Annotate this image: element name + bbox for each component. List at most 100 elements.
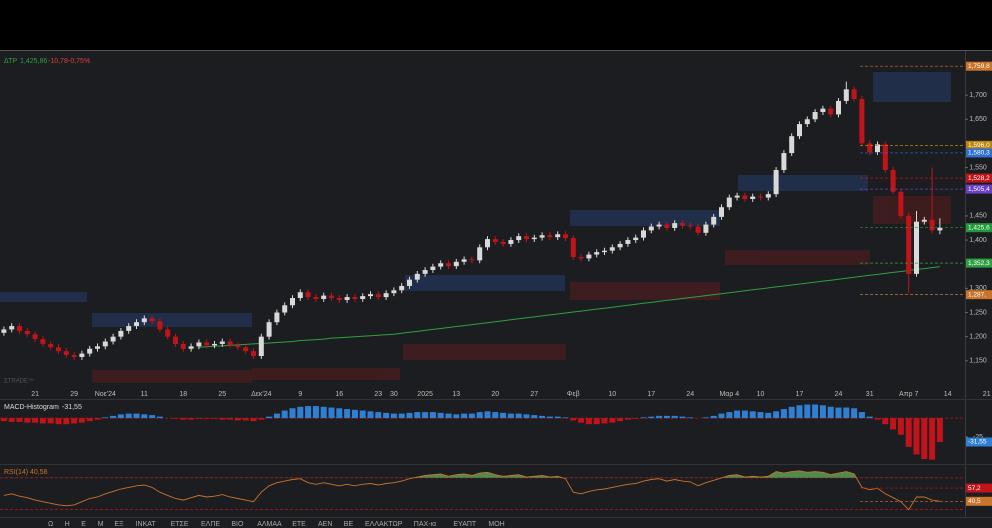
- toolbar-item[interactable]: INKAT: [136, 521, 157, 528]
- toolbar-item[interactable]: ΕΤΕ: [292, 521, 306, 528]
- x-tick-label: 25: [218, 391, 226, 398]
- toolbar-item[interactable]: ΕΞ: [114, 521, 124, 528]
- histogram-bar: [328, 407, 335, 419]
- toolbar-item[interactable]: ΑΕΝ: [318, 521, 332, 528]
- toolbar-item[interactable]: ΕΤΣΕ: [171, 521, 189, 528]
- candle-body: [703, 224, 709, 233]
- candle-body: [297, 292, 303, 299]
- histogram-bar: [227, 418, 234, 420]
- histogram-bar: [539, 415, 546, 419]
- candle-body: [711, 216, 717, 225]
- histogram-bar: [273, 413, 280, 419]
- y-tick-label: 1,300: [969, 285, 987, 292]
- histogram-bar: [773, 411, 780, 419]
- change-pct: -0,75%: [68, 58, 90, 65]
- toolbar-item[interactable]: ΕΥΑΠΤ: [453, 521, 477, 528]
- histogram-bar: [258, 418, 265, 420]
- candle-body: [937, 227, 943, 231]
- panel-last: -31,55: [62, 404, 82, 411]
- candle-body: [165, 329, 171, 337]
- candle-body: [570, 238, 576, 257]
- histogram-bar: [414, 412, 421, 419]
- zone: [252, 368, 400, 380]
- histogram-bar: [125, 413, 132, 419]
- histogram-bar: [32, 418, 39, 423]
- x-tick-label: 27: [530, 391, 538, 398]
- candle-body: [1, 329, 7, 333]
- candle-body: [695, 226, 701, 233]
- candle-body: [24, 330, 30, 335]
- candle-body: [524, 236, 529, 240]
- toolbar-item[interactable]: Ε: [81, 521, 86, 528]
- histogram-bar: [188, 418, 195, 420]
- histogram-bar: [632, 418, 639, 419]
- histogram-bar: [531, 415, 538, 419]
- histogram-bar: [741, 410, 748, 419]
- toolbar-item[interactable]: ΑΛΜΑΑ: [257, 521, 282, 528]
- toolbar-item[interactable]: Η: [65, 521, 70, 528]
- histogram-bar: [320, 406, 327, 419]
- toolbar-item[interactable]: Μ: [98, 521, 104, 528]
- histogram-bar: [804, 404, 811, 419]
- histogram-bar: [312, 406, 319, 419]
- candle-body: [664, 224, 670, 228]
- histogram-bar: [718, 413, 725, 419]
- zone: [725, 250, 870, 265]
- candle-body: [368, 294, 373, 297]
- marker-label: 1,425,6: [968, 224, 990, 231]
- histogram-bar: [492, 412, 499, 419]
- marker-label: 1,505,4: [968, 186, 990, 193]
- y-tick-label: 1,400: [969, 237, 987, 244]
- toolbar-item[interactable]: ΠΑΧ-ια: [414, 521, 436, 528]
- candle-body: [656, 224, 662, 227]
- chart-bg: [0, 50, 992, 528]
- candle-body: [87, 348, 93, 354]
- candle-body: [290, 298, 295, 306]
- histogram-bar: [468, 413, 475, 419]
- x-tick-label: 21: [983, 391, 991, 398]
- zone: [92, 370, 252, 383]
- histogram-bar: [305, 406, 312, 419]
- toolbar-item[interactable]: Ω: [48, 521, 53, 528]
- histogram-bar: [835, 407, 842, 419]
- histogram-bar: [757, 412, 764, 419]
- candle-body: [438, 263, 444, 267]
- toolbar-item[interactable]: ΒΕ: [344, 521, 354, 528]
- candle-body: [843, 89, 849, 101]
- candle-body: [539, 235, 545, 238]
- histogram-bar: [289, 408, 296, 419]
- histogram-bar: [149, 415, 156, 419]
- histogram-bar: [609, 418, 616, 423]
- candle-body: [196, 342, 202, 347]
- candle-body: [781, 153, 787, 170]
- candle-body: [313, 297, 319, 299]
- histogram-bar: [266, 416, 273, 419]
- x-tick-label: 14: [944, 391, 952, 398]
- histogram-bar: [570, 418, 577, 421]
- candle-body: [126, 326, 132, 331]
- toolbar-item[interactable]: ΕΛΠΕ: [201, 521, 220, 528]
- candle-body: [750, 196, 756, 199]
- toolbar-item[interactable]: ΒΙΟ: [231, 521, 244, 528]
- toolbar-item[interactable]: ΕΛΛΑΚΤΩΡ: [365, 521, 403, 528]
- histogram-bar: [359, 410, 366, 419]
- candle-body: [157, 321, 163, 330]
- candle-body: [672, 223, 678, 228]
- histogram-bar: [281, 410, 288, 419]
- y-tick-label: 1,550: [969, 164, 987, 171]
- candle-body: [477, 247, 483, 261]
- candle-body: [890, 169, 896, 192]
- histogram-bar: [195, 418, 202, 419]
- marker-box: [966, 483, 992, 493]
- candle-body: [95, 346, 100, 349]
- histogram-bar: [39, 418, 46, 424]
- candle-body: [141, 318, 147, 323]
- candle-body: [797, 124, 802, 137]
- histogram-bar: [133, 413, 140, 419]
- histogram-bar: [406, 412, 413, 419]
- x-tick-label: Μαρ 4: [719, 391, 739, 398]
- toolbar-item[interactable]: ΜΟΗ: [488, 521, 504, 528]
- candle-body: [414, 273, 420, 280]
- histogram-bar: [905, 418, 912, 447]
